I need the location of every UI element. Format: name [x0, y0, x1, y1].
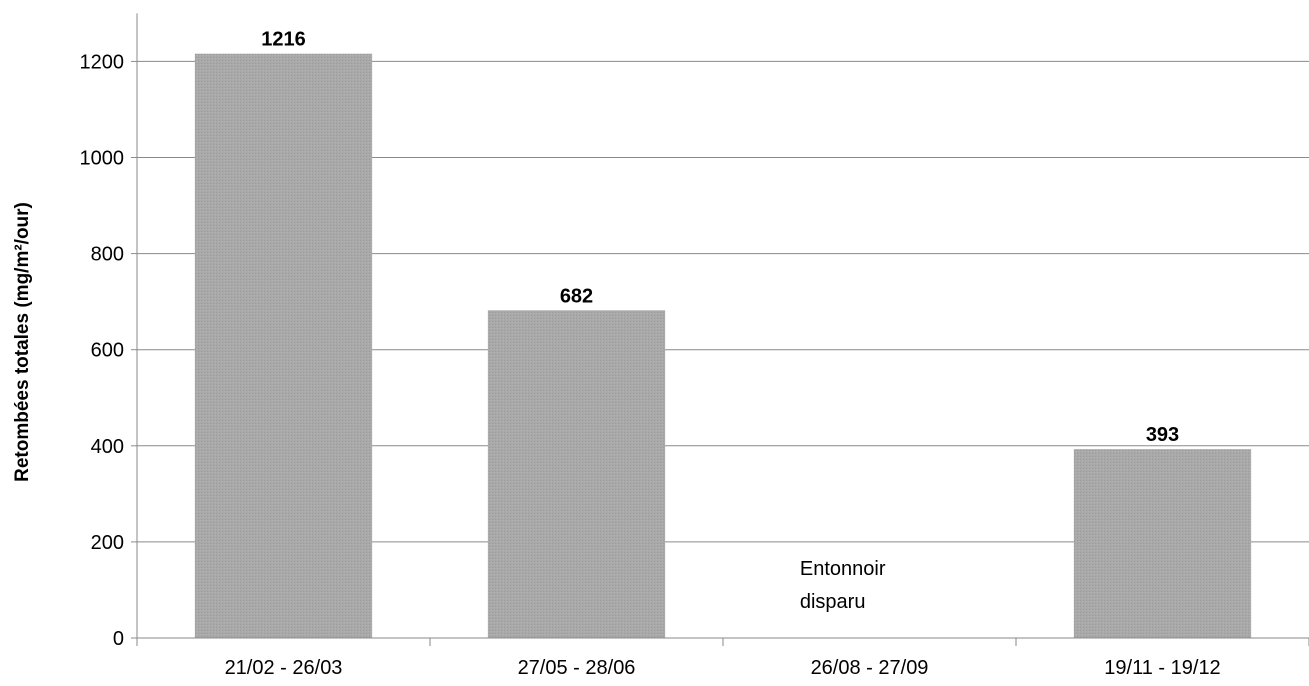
x-tick-label: 27/05 - 28/06: [518, 657, 636, 679]
bar-value-label: 1216: [261, 29, 306, 51]
y-tick-label: 200: [91, 532, 124, 554]
bar: [1073, 449, 1252, 638]
annotation-text: Entonnoir: [800, 558, 886, 580]
axes: [131, 13, 1309, 646]
x-tick-labels: 21/02 - 26/03 27/05 - 28/06 26/08 - 27/09 1…: [225, 657, 1221, 679]
y-tick-label: 400: [91, 436, 124, 458]
y-axis-title: Retombées totales (mg/m²/our): [12, 202, 33, 482]
bar-value-label: 393: [1146, 424, 1179, 446]
y-tick-label: 1200: [80, 51, 125, 73]
bar-value-label: 682: [560, 285, 593, 307]
y-tick-label: 0: [113, 628, 124, 650]
annotations: Entonnoir disparu: [800, 558, 886, 613]
y-tick-labels: 0 200 400 600 800 1000 1200: [80, 51, 125, 650]
x-tick-label: 26/08 - 27/09: [811, 657, 929, 679]
bar: [194, 53, 373, 639]
y-tick-label: 600: [91, 340, 124, 362]
bars: [194, 53, 1252, 639]
y-tick-label: 1000: [80, 148, 125, 170]
data-labels: 1216 682 393: [261, 29, 1179, 446]
annotation-text: disparu: [800, 591, 866, 613]
y-tick-label: 800: [91, 244, 124, 266]
x-tick-label: 21/02 - 26/03: [225, 657, 343, 679]
x-tick-label: 19/11 - 19/12: [1104, 657, 1220, 679]
bar: [487, 310, 666, 638]
